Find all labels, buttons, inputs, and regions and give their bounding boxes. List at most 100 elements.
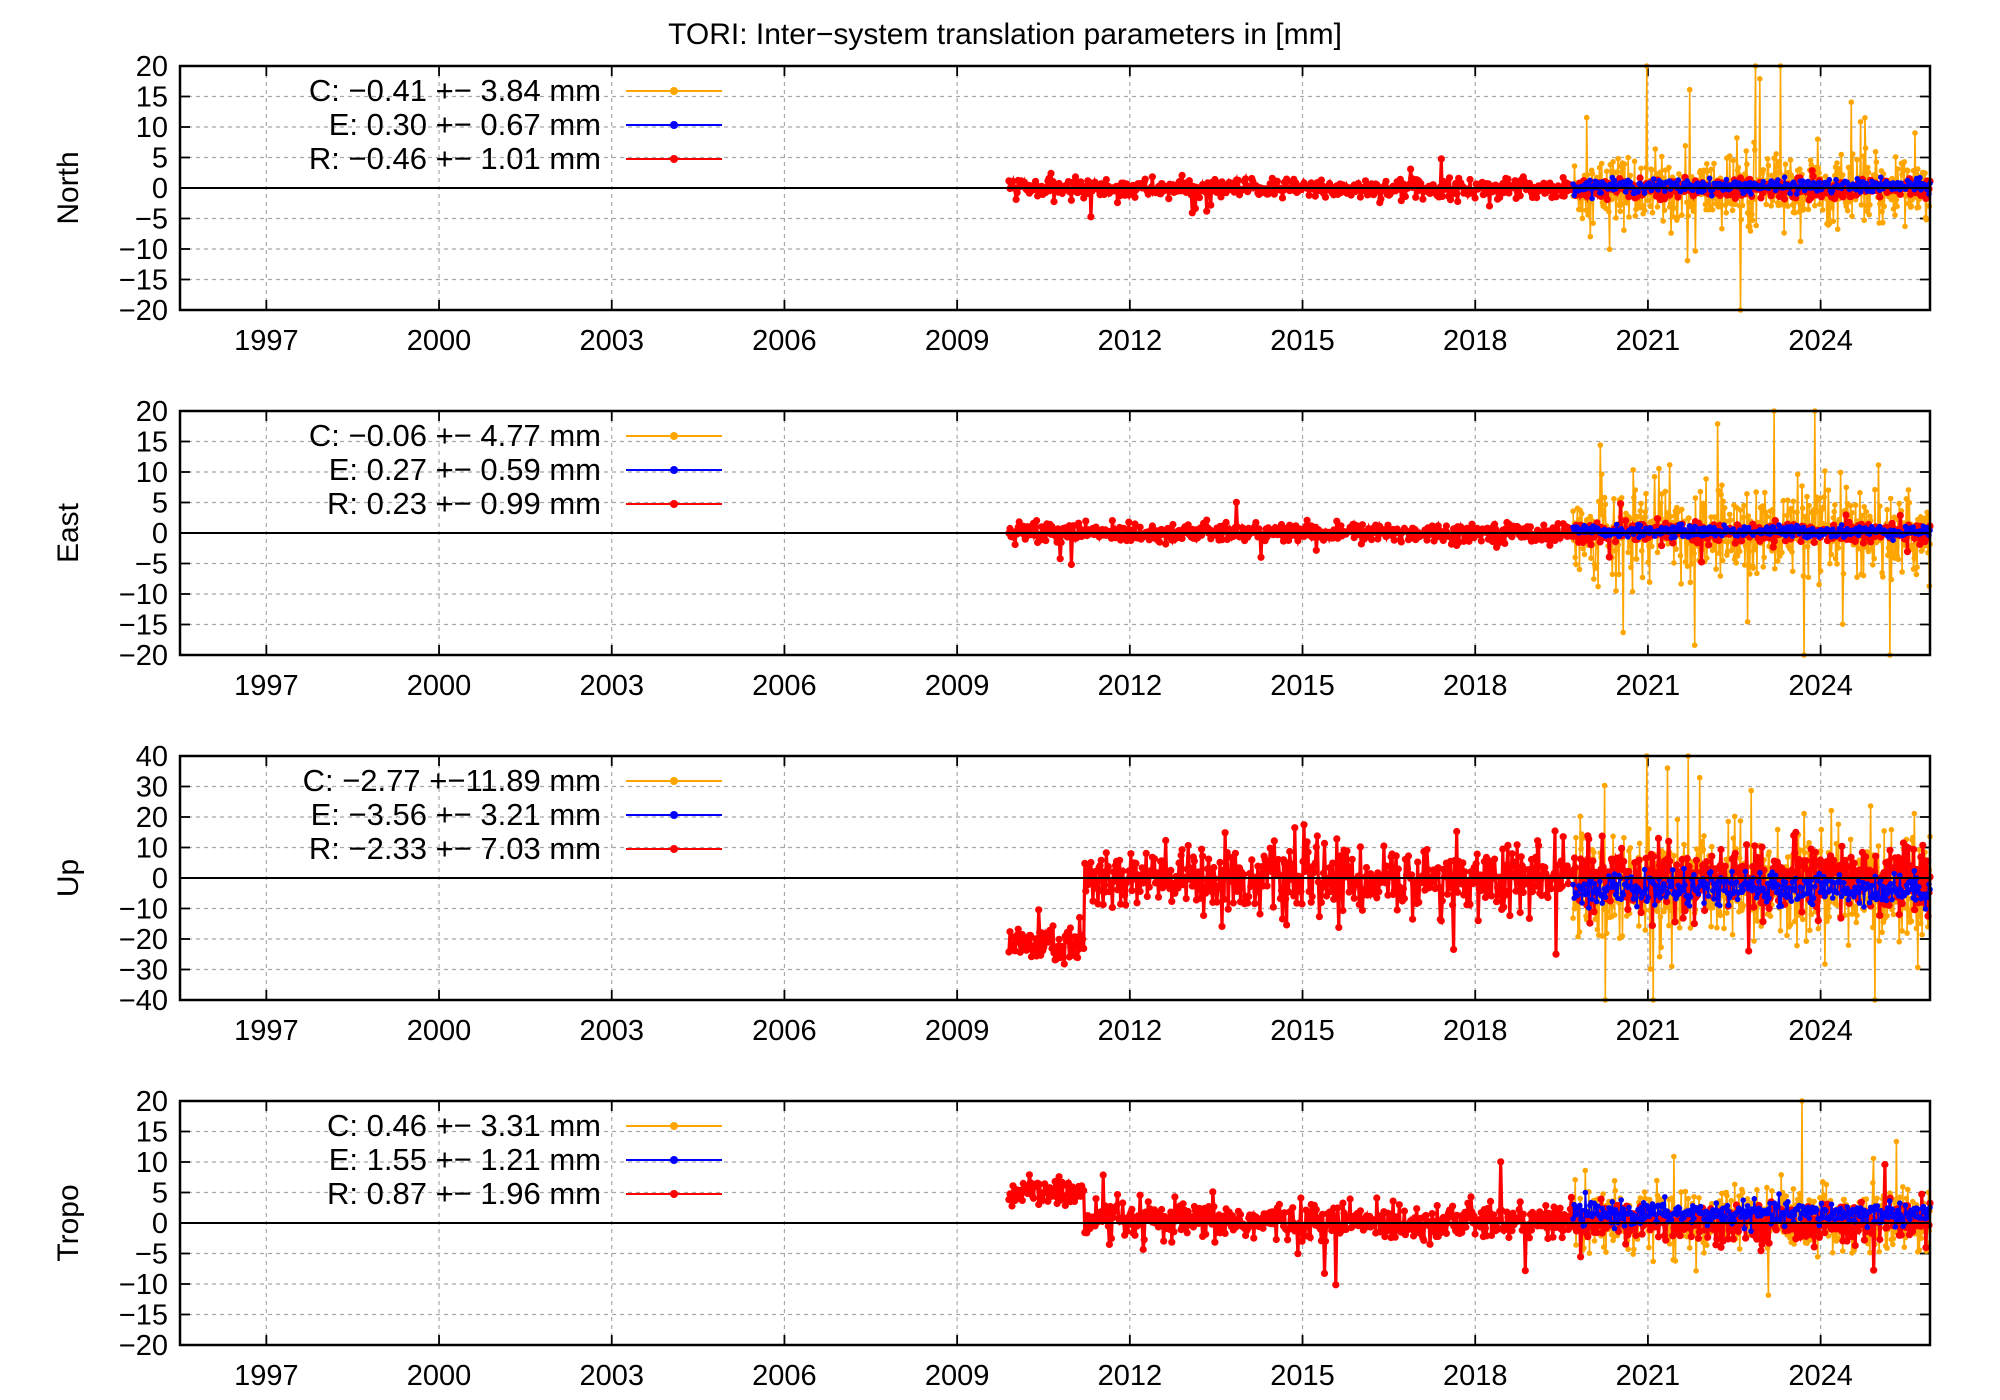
data-point-C (1687, 925, 1694, 931)
data-point-R (1392, 852, 1400, 860)
data-point-C (1708, 166, 1714, 173)
data-point-R (1312, 843, 1320, 851)
data-point-C (1727, 517, 1734, 523)
data-point-C (1642, 927, 1649, 933)
x-tick-label: 1997 (234, 1015, 299, 1047)
data-point-C (1580, 545, 1586, 552)
data-point-C (1871, 555, 1877, 562)
data-point-C (1742, 172, 1749, 179)
data-point-R (1419, 195, 1427, 203)
data-point-C (1713, 566, 1719, 572)
data-point-C (1911, 810, 1918, 817)
data-point-R (1438, 897, 1446, 905)
data-point-C (1777, 169, 1783, 176)
data-point-C (1598, 160, 1605, 167)
data-point-C (1736, 548, 1743, 555)
data-point-C (1763, 201, 1769, 208)
data-point-R (1270, 190, 1278, 198)
data-point-C (1630, 467, 1636, 473)
data-point-C (1799, 505, 1806, 512)
data-point-C (1578, 510, 1585, 517)
data-point-R (1471, 878, 1479, 886)
data-point-C (1831, 508, 1837, 515)
data-point-C (1893, 197, 1900, 203)
data-point-C (1922, 170, 1928, 176)
data-point-C (1667, 907, 1674, 913)
data-point-C (1684, 257, 1691, 264)
data-point-R (1082, 887, 1090, 895)
data-point-R (1210, 863, 1218, 872)
data-point-C (1671, 560, 1677, 566)
y-tick-label: 15 (136, 82, 168, 114)
data-point-C (1579, 835, 1586, 842)
data-point-C (1901, 159, 1908, 165)
data-point-R (1745, 947, 1753, 955)
data-point-R (1195, 194, 1204, 202)
data-point-C (1674, 816, 1681, 823)
data-point-C (1625, 154, 1631, 161)
data-point-R (1551, 827, 1559, 835)
data-point-C (1743, 148, 1749, 154)
data-point-C (1603, 930, 1610, 937)
data-point-C (1619, 933, 1626, 939)
data-point-C (1636, 840, 1643, 847)
data-point-C (1833, 840, 1840, 847)
data-point-R (1414, 858, 1422, 866)
data-point-C (1674, 214, 1681, 221)
data-point-R (1765, 904, 1773, 913)
data-point-R (1428, 878, 1436, 886)
data-point-C (1848, 99, 1855, 105)
data-point-C (1872, 148, 1879, 155)
data-point-C (1807, 927, 1813, 934)
data-point-R (1692, 856, 1700, 864)
data-point-C (1602, 501, 1609, 508)
data-point-C (1807, 157, 1814, 163)
data-point-R (1221, 829, 1229, 837)
data-point-R (1113, 886, 1122, 894)
data-point-R (1222, 518, 1230, 527)
data-point-R (1516, 192, 1524, 200)
y-tick-label: −5 (135, 549, 168, 581)
x-tick-label: 2018 (1443, 325, 1508, 357)
data-point-R (1438, 192, 1446, 200)
data-point-C (1788, 505, 1794, 512)
legend-label-E: E: 0.30 +− 0.67 mm (329, 107, 601, 142)
data-point-R (1636, 174, 1644, 182)
data-point-E (1650, 176, 1657, 182)
data-point-C (1827, 560, 1833, 567)
data-point-C (1797, 238, 1804, 245)
data-point-R (1789, 868, 1797, 876)
data-point-E (1781, 174, 1788, 180)
data-point-C (1835, 545, 1842, 551)
data-point-C (1661, 207, 1668, 214)
data-point-C (1885, 552, 1891, 559)
data-point-R (1278, 194, 1287, 202)
data-point-R (1079, 935, 1087, 943)
data-point-C (1688, 204, 1694, 210)
data-point-C (1661, 175, 1667, 181)
data-point-C (1643, 490, 1649, 497)
data-point-C (1704, 555, 1710, 561)
data-point-C (1852, 502, 1859, 508)
data-point-C (1699, 838, 1705, 845)
data-point-R (1056, 954, 1064, 962)
data-point-R (1318, 883, 1327, 891)
data-point-R (1487, 892, 1496, 900)
data-point-R (1361, 177, 1370, 185)
x-tick-label: 2012 (1098, 1015, 1163, 1047)
data-point-R (1133, 899, 1141, 907)
data-point-C (1729, 207, 1736, 214)
data-point-C (1613, 215, 1619, 221)
data-point-C (1817, 201, 1823, 207)
data-point-C (1835, 165, 1842, 172)
data-point-R (1611, 538, 1620, 546)
data-point-C (1631, 494, 1637, 501)
data-point-R (1291, 824, 1299, 832)
data-point-C (1801, 206, 1807, 212)
data-point-R (1380, 842, 1388, 850)
data-point-E (1870, 188, 1876, 195)
data-point-R (1136, 523, 1144, 531)
data-point-R (1393, 906, 1401, 914)
data-point-C (1753, 222, 1759, 229)
